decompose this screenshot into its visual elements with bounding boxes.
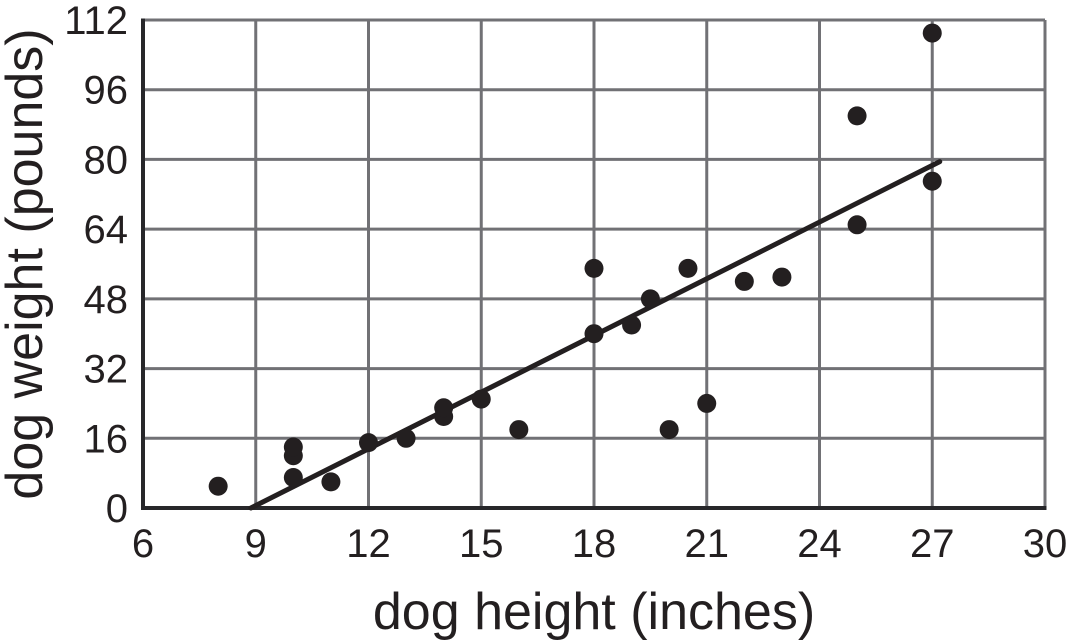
x-tick-label: 18 — [572, 522, 617, 566]
data-point — [847, 215, 867, 235]
data-point — [847, 106, 867, 126]
grid-layer — [143, 20, 1045, 508]
y-tick-label: 112 — [64, 0, 128, 43]
data-point — [922, 171, 942, 191]
data-point — [208, 476, 228, 496]
data-point — [509, 420, 529, 440]
data-points-layer — [208, 23, 942, 496]
x-tick-label: 30 — [1023, 522, 1068, 566]
data-point — [640, 289, 660, 309]
data-point — [471, 389, 491, 409]
y-tick-label: 16 — [84, 417, 129, 461]
x-tick-label: 27 — [910, 522, 955, 566]
data-point — [283, 437, 303, 457]
y-tick-label: 64 — [84, 208, 129, 252]
x-tick-label: 24 — [797, 522, 842, 566]
y-tick-label: 0 — [106, 487, 128, 531]
data-point — [922, 23, 942, 43]
data-point — [772, 267, 792, 287]
tick-labels-layer: 6 9 12 15 18 21 24 27 30 0 16 32 48 64 80 96 112 — [64, 0, 1067, 566]
data-point — [584, 258, 604, 278]
data-point — [659, 420, 679, 440]
x-tick-label: 15 — [459, 522, 504, 566]
y-tick-label: 48 — [84, 278, 129, 322]
data-point — [697, 393, 717, 413]
data-point — [434, 398, 454, 418]
data-point — [734, 271, 754, 291]
data-point — [396, 428, 416, 448]
data-point — [283, 468, 303, 487]
plot-frame — [141, 18, 1047, 510]
y-tick-label: 32 — [84, 348, 129, 392]
data-point — [584, 324, 604, 344]
y-tick-label: 96 — [84, 69, 129, 113]
y-axis-title: dog weight (pounds) — [0, 28, 54, 499]
x-tick-label: 6 — [132, 522, 154, 566]
y-tick-label: 80 — [84, 138, 129, 182]
data-point — [678, 258, 698, 278]
x-tick-label: 21 — [685, 522, 730, 566]
data-point — [359, 433, 378, 453]
x-tick-label: 12 — [346, 522, 391, 566]
x-tick-label: 9 — [245, 522, 267, 566]
data-point — [622, 315, 642, 335]
x-axis-title: dog height (inches) — [373, 583, 815, 641]
data-point — [321, 472, 341, 492]
